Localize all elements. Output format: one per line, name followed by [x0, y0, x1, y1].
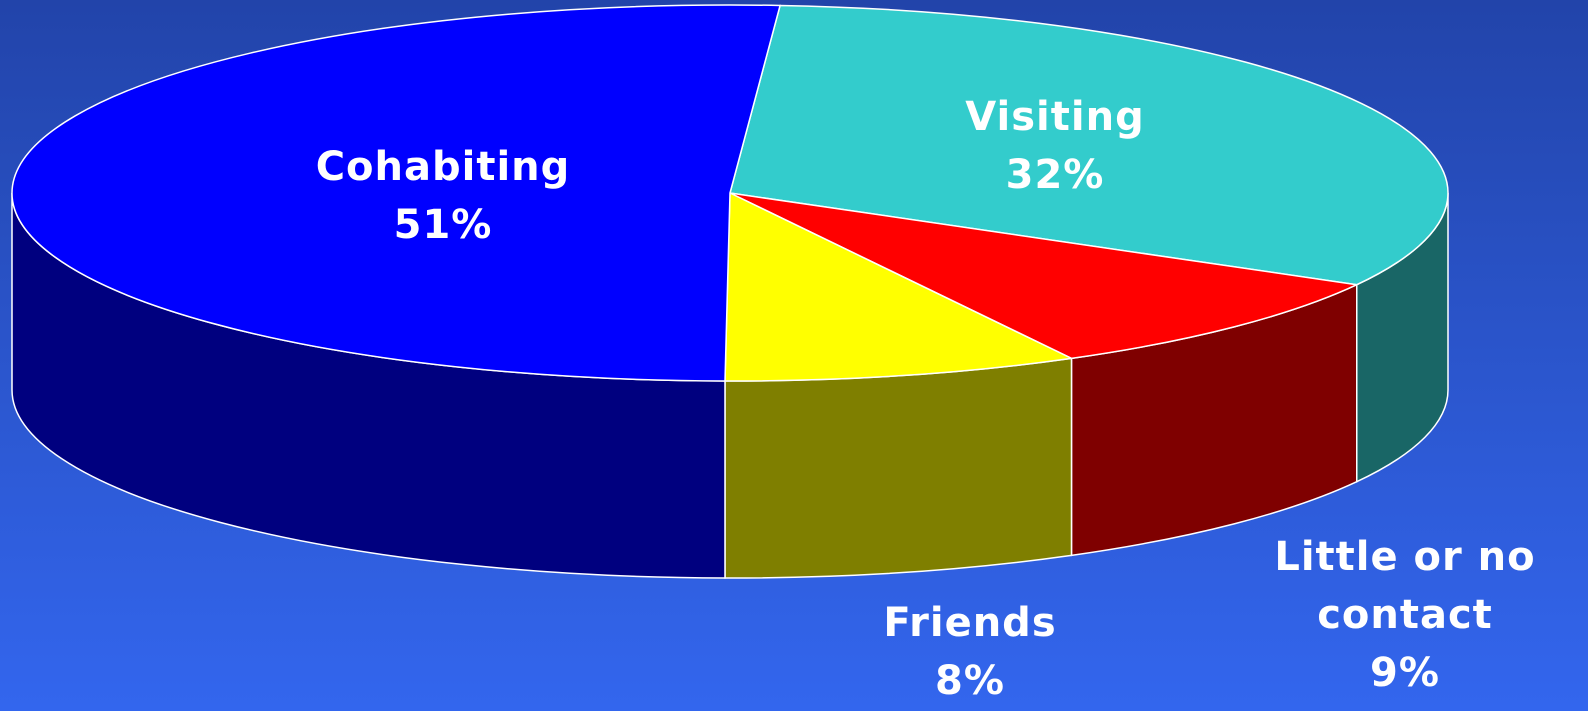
- category-label: Little or no contact: [1274, 534, 1536, 638]
- value-label: 8%: [935, 658, 1005, 704]
- value-label: 51%: [393, 202, 493, 248]
- slice-label: Cohabiting 51%: [283, 138, 603, 254]
- value-label: 32%: [1005, 152, 1105, 198]
- category-label: Friends: [883, 600, 1057, 646]
- slice-label: Friends 8%: [840, 594, 1100, 710]
- slice-label: Little or no contact 9%: [1250, 528, 1560, 702]
- pie-slice: [724, 191, 1075, 382]
- category-label: Visiting: [965, 94, 1145, 140]
- pie-slice: [11, 4, 782, 382]
- pie-slice: [729, 4, 1449, 286]
- category-label: Cohabiting: [315, 144, 571, 190]
- slice-label: Visiting 32%: [905, 88, 1205, 204]
- value-label: 9%: [1370, 650, 1440, 696]
- pie-slice: [729, 192, 1360, 360]
- pie-side: [724, 357, 1073, 579]
